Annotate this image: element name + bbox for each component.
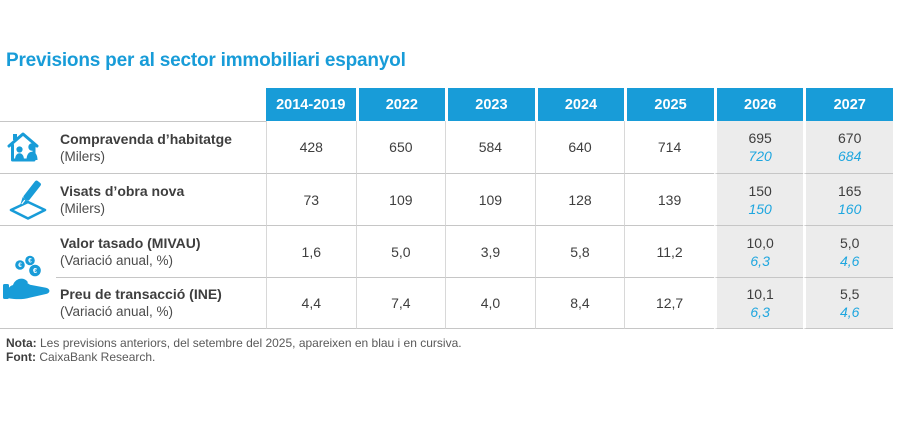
row-label-cell: Visats d’obra nova (Milers) — [56, 173, 266, 225]
row-label-cell: Valor tasado (MIVAU) (Variació anual, %) — [56, 225, 266, 277]
row-label: Preu de transacció (INE) — [60, 286, 222, 302]
forecast-table: 2014-2019 2022 2023 2024 2025 2026 2027 — [0, 88, 893, 329]
year-column-header: 2027 — [803, 88, 893, 121]
row-label: Visats d’obra nova — [60, 182, 185, 199]
current-forecast-value: 5,0 — [839, 234, 860, 251]
forecast-value-cell: 165 160 — [803, 173, 893, 225]
forecast-value-cell: 670 684 — [803, 121, 893, 173]
value-cell: 584 — [445, 121, 535, 173]
forecast-value-cell: 150 150 — [713, 173, 804, 225]
previous-forecast-value: 720 — [748, 148, 772, 164]
current-forecast-value: 10,0 — [746, 234, 774, 251]
hand-coins-icon: € € € — [0, 225, 56, 329]
row-unit: (Variació anual, %) — [60, 304, 174, 319]
row-unit: (Milers) — [60, 200, 105, 216]
current-forecast-value: 695 — [748, 130, 772, 146]
svg-text:€: € — [28, 258, 32, 265]
value-cell: 109 — [355, 173, 446, 225]
value-cell: 11,2 — [624, 225, 714, 277]
forecast-value-cell: 10,1 6,3 — [713, 277, 804, 329]
value-cell: 5,8 — [534, 225, 625, 277]
current-forecast-value: 10,1 — [746, 286, 774, 302]
value-cell: 12,7 — [624, 277, 714, 329]
value-cell: 73 — [266, 173, 356, 225]
value-cell: 3,9 — [445, 225, 535, 277]
note-label: Nota: — [6, 336, 37, 350]
value-cell: 139 — [624, 173, 714, 225]
previous-forecast-value: 4,6 — [839, 252, 860, 269]
forecast-value-cell: 5,5 4,6 — [803, 277, 893, 329]
row-label: Valor tasado (MIVAU) — [60, 234, 201, 251]
forecast-value-cell: 695 720 — [713, 121, 804, 173]
forecast-value-cell: 10,0 6,3 — [713, 225, 804, 277]
forecast-value-cell: 5,0 4,6 — [803, 225, 893, 277]
value-cell: 4,4 — [266, 277, 356, 329]
year-column-header: 2024 — [534, 88, 625, 121]
row-unit: (Milers) — [60, 148, 105, 164]
year-column-header: 2023 — [445, 88, 535, 121]
value-cell: 1,6 — [266, 225, 356, 277]
year-column-header: 2025 — [624, 88, 714, 121]
svg-text:€: € — [33, 266, 37, 275]
value-cell: 8,4 — [534, 277, 625, 329]
source-label: Font: — [6, 349, 36, 364]
row-label-cell: Preu de transacció (INE) (Variació anual… — [56, 277, 266, 329]
value-cell: 640 — [534, 121, 625, 173]
row-label-cell: Compravenda d’habitatge (Milers) — [56, 121, 266, 173]
previous-forecast-value: 4,6 — [839, 304, 860, 320]
value-cell: 5,0 — [355, 225, 446, 277]
year-column-header: 2022 — [355, 88, 446, 121]
source-text: CaixaBank Research. — [35, 349, 156, 364]
note-text: Les previsions anteriors, del setembre d… — [36, 336, 462, 350]
value-cell: 7,4 — [355, 277, 446, 329]
previous-forecast-value: 684 — [838, 148, 862, 164]
previous-forecast-value: 160 — [838, 200, 862, 217]
svg-text:€: € — [18, 262, 22, 269]
value-cell: 4,0 — [445, 277, 535, 329]
current-forecast-value: 165 — [838, 182, 862, 199]
source-line: Font: CaixaBank Research. — [6, 349, 462, 365]
pen-document-icon — [0, 173, 56, 225]
house-people-icon — [0, 121, 56, 173]
year-column-header: 2014-2019 — [266, 88, 356, 121]
value-cell: 650 — [355, 121, 446, 173]
row-label: Compravenda d’habitatge — [60, 130, 232, 147]
current-forecast-value: 670 — [838, 130, 862, 146]
current-forecast-value: 150 — [748, 182, 772, 199]
value-cell: 428 — [266, 121, 356, 173]
current-forecast-value: 5,5 — [839, 286, 860, 302]
value-cell: 714 — [624, 121, 714, 173]
previous-forecast-value: 6,3 — [750, 252, 770, 269]
note-line: Nota: Les previsions anteriors, del sete… — [6, 336, 462, 351]
previous-forecast-value: 150 — [748, 200, 772, 217]
value-cell: 109 — [445, 173, 535, 225]
footnotes: Nota: Les previsions anteriors, del sete… — [6, 336, 462, 365]
previous-forecast-value: 6,3 — [750, 304, 770, 320]
value-cell: 128 — [534, 173, 625, 225]
figure-title: Previsions per al sector immobiliari esp… — [6, 50, 406, 71]
year-column-header: 2026 — [713, 88, 804, 121]
row-unit: (Variació anual, %) — [60, 252, 174, 268]
